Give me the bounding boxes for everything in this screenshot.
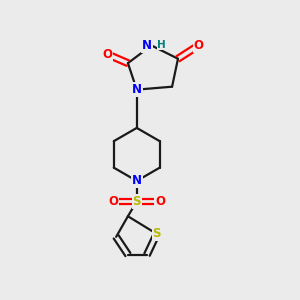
Text: O: O	[155, 195, 165, 208]
Text: O: O	[102, 48, 112, 61]
Text: H: H	[157, 40, 166, 50]
Text: N: N	[142, 39, 152, 52]
Text: S: S	[152, 227, 161, 240]
Text: O: O	[194, 39, 204, 52]
Text: N: N	[132, 83, 142, 96]
Text: N: N	[132, 174, 142, 188]
Text: S: S	[133, 195, 141, 208]
Text: O: O	[108, 195, 118, 208]
Text: N: N	[142, 39, 152, 52]
